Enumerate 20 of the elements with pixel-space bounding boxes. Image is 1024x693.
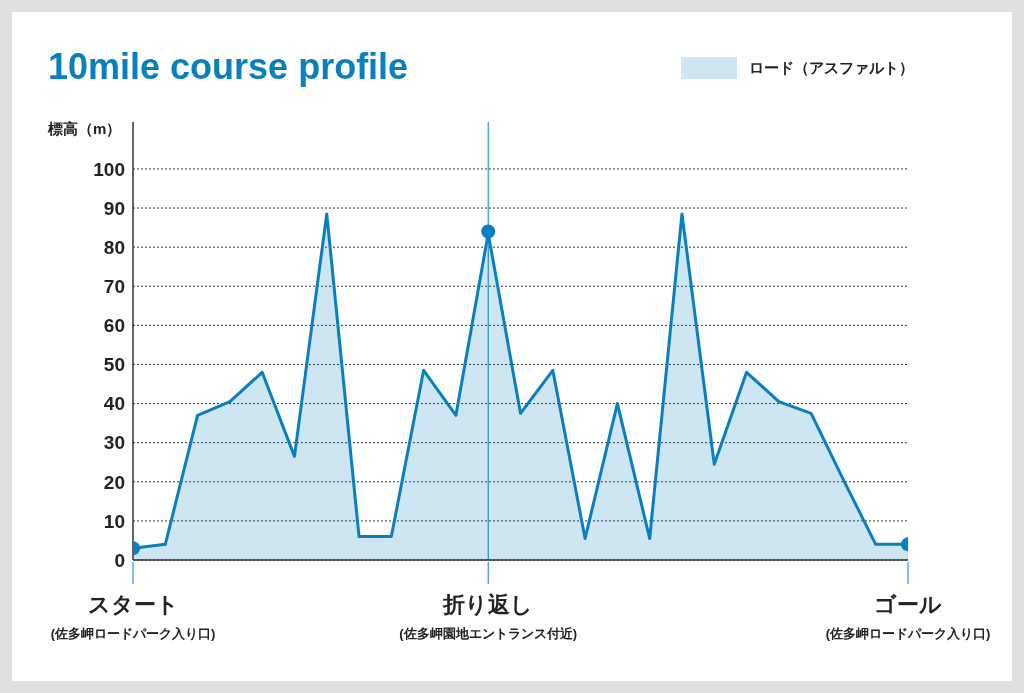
text: (佐多岬ロードパーク入り口) xyxy=(825,626,991,641)
y-tick-label: 80 xyxy=(103,236,125,258)
y-tick-label: 70 xyxy=(103,275,125,297)
text: (佐多岬ロードパーク入り口) xyxy=(50,626,216,641)
y-axis-title: 標高（m） xyxy=(48,120,122,139)
y-tick-label: 30 xyxy=(103,432,125,454)
x-tick-label: スタート xyxy=(87,592,179,617)
y-tick-label: 90 xyxy=(103,197,125,219)
y-tick-label: 20 xyxy=(103,471,125,493)
y-tick-label: 60 xyxy=(103,315,125,337)
x-tick-label: ゴール xyxy=(874,592,942,617)
chart-title: 10mile course profile xyxy=(48,46,409,88)
y-tick-label: 40 xyxy=(103,393,125,415)
x-tick-label: 折り返し xyxy=(442,592,534,617)
y-tick-label: 0 xyxy=(114,549,125,571)
legend-label: ロード（アスファルト） xyxy=(749,58,914,78)
y-tick-label: 100 xyxy=(93,158,125,180)
y-tick-label: 50 xyxy=(103,354,125,376)
y-tick-label: 10 xyxy=(103,510,125,532)
text: (佐多岬園地エントランス付近) xyxy=(399,626,578,641)
